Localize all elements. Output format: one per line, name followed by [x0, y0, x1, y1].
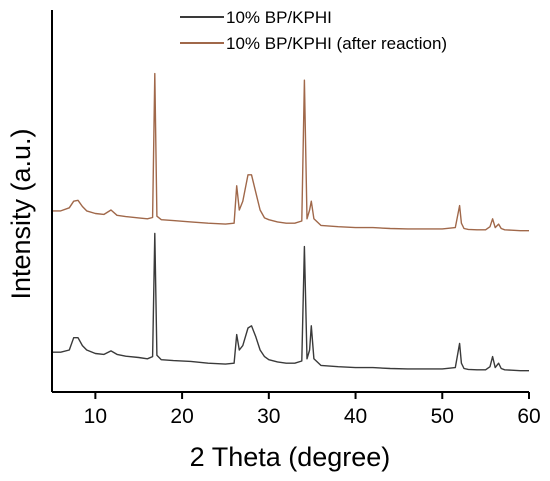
x-tick-label: 20 [170, 405, 193, 428]
legend-label-bp-kphi-after: 10% BP/KPHI (after reaction) [226, 34, 447, 53]
legend-label-bp-kphi: 10% BP/KPHI [226, 8, 332, 27]
legend: 10% BP/KPHI 10% BP/KPHI (after reaction) [180, 8, 447, 53]
series-layer [52, 72, 529, 372]
x-tick-label: 30 [257, 405, 280, 428]
x-tick-label: 10 [84, 405, 107, 428]
x-tick-label: 40 [344, 405, 367, 428]
x-tick-label: 50 [431, 405, 454, 428]
x-tick-label: 60 [517, 405, 540, 428]
y-axis-title: Intensity (a.u.) [6, 128, 36, 299]
x-axis-title: 2 Theta (degree) [190, 442, 391, 472]
series-line-bp-kphi-after-reaction [52, 72, 529, 232]
series-line-bp-kphi [52, 232, 529, 372]
x-tick-layer: 10 20 30 40 50 60 [84, 392, 541, 428]
